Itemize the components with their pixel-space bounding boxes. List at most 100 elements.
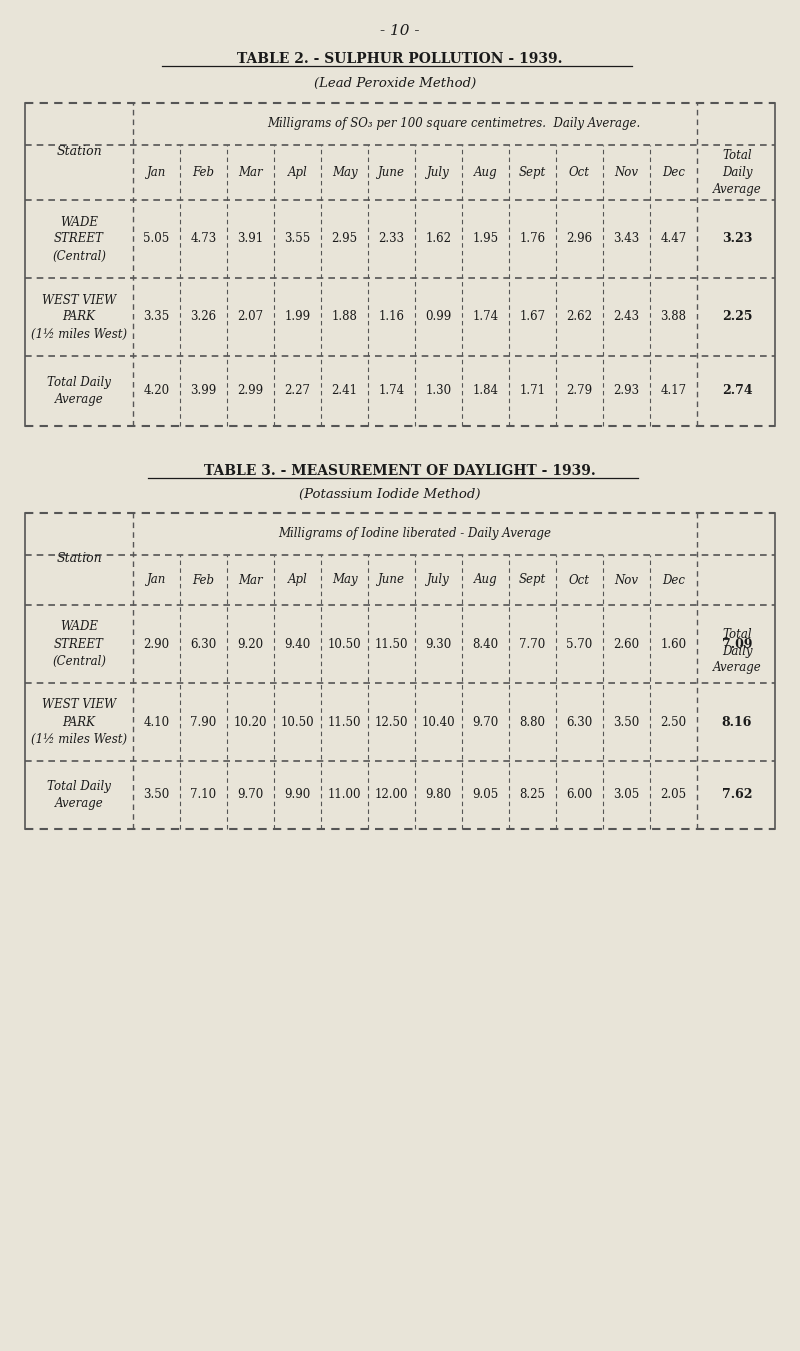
Text: Oct: Oct bbox=[569, 166, 590, 178]
Text: Dec: Dec bbox=[662, 574, 685, 586]
Text: 7.10: 7.10 bbox=[190, 789, 217, 801]
Text: Mar: Mar bbox=[238, 574, 263, 586]
Text: 9.05: 9.05 bbox=[472, 789, 498, 801]
Text: Jan: Jan bbox=[147, 574, 166, 586]
Text: 1.76: 1.76 bbox=[519, 232, 546, 246]
Text: 3.26: 3.26 bbox=[190, 311, 217, 323]
Text: July: July bbox=[427, 166, 450, 178]
Text: 9.90: 9.90 bbox=[284, 789, 310, 801]
Text: 4.17: 4.17 bbox=[661, 385, 686, 397]
Text: - 10 -: - 10 - bbox=[380, 24, 420, 38]
Text: 2.27: 2.27 bbox=[285, 385, 310, 397]
Text: 4.10: 4.10 bbox=[143, 716, 170, 728]
Text: 1.67: 1.67 bbox=[519, 311, 546, 323]
Text: 9.40: 9.40 bbox=[284, 638, 310, 650]
Text: 3.43: 3.43 bbox=[614, 232, 640, 246]
Text: 3.55: 3.55 bbox=[284, 232, 310, 246]
Text: Feb: Feb bbox=[193, 574, 214, 586]
Text: 2.62: 2.62 bbox=[566, 311, 593, 323]
Text: Jan: Jan bbox=[147, 166, 166, 178]
Text: 3.35: 3.35 bbox=[143, 311, 170, 323]
Text: 3.05: 3.05 bbox=[614, 789, 640, 801]
Text: Milligrams of Iodine liberated - Daily Average: Milligrams of Iodine liberated - Daily A… bbox=[278, 527, 551, 540]
Text: 8.40: 8.40 bbox=[473, 638, 498, 650]
Text: 1.60: 1.60 bbox=[661, 638, 686, 650]
Text: 1.16: 1.16 bbox=[378, 311, 405, 323]
Text: 9.80: 9.80 bbox=[426, 789, 451, 801]
Text: (Potassium Iodide Method): (Potassium Iodide Method) bbox=[299, 488, 481, 500]
Text: 2.96: 2.96 bbox=[566, 232, 593, 246]
Text: 1.74: 1.74 bbox=[378, 385, 405, 397]
Text: WEST VIEW
PARK
(1½ miles West): WEST VIEW PARK (1½ miles West) bbox=[31, 293, 127, 340]
Text: Apl: Apl bbox=[288, 574, 307, 586]
Text: Sept: Sept bbox=[519, 166, 546, 178]
Text: 11.00: 11.00 bbox=[328, 789, 362, 801]
Text: 2.74: 2.74 bbox=[722, 385, 752, 397]
Text: 4.73: 4.73 bbox=[190, 232, 217, 246]
Text: 2.60: 2.60 bbox=[614, 638, 639, 650]
Text: Sept: Sept bbox=[519, 574, 546, 586]
Text: July: July bbox=[427, 574, 450, 586]
Text: 7.70: 7.70 bbox=[519, 638, 546, 650]
Text: 2.79: 2.79 bbox=[566, 385, 593, 397]
Text: 9.30: 9.30 bbox=[426, 638, 452, 650]
Text: Total Daily
Average: Total Daily Average bbox=[47, 376, 111, 407]
Text: Feb: Feb bbox=[193, 166, 214, 178]
Text: 8.16: 8.16 bbox=[722, 716, 752, 728]
Text: 7.62: 7.62 bbox=[722, 789, 752, 801]
Text: 6.30: 6.30 bbox=[566, 716, 593, 728]
Text: 1.95: 1.95 bbox=[473, 232, 498, 246]
Text: 1.84: 1.84 bbox=[473, 385, 498, 397]
Text: 1.99: 1.99 bbox=[285, 311, 310, 323]
Text: TABLE 2. - SULPHUR POLLUTION - 1939.: TABLE 2. - SULPHUR POLLUTION - 1939. bbox=[238, 51, 562, 66]
Text: 2.07: 2.07 bbox=[238, 311, 263, 323]
Text: 10.20: 10.20 bbox=[234, 716, 267, 728]
Text: 3.88: 3.88 bbox=[661, 311, 686, 323]
Text: 9.70: 9.70 bbox=[238, 789, 264, 801]
Text: 3.50: 3.50 bbox=[614, 716, 640, 728]
Text: 2.50: 2.50 bbox=[661, 716, 686, 728]
Text: Dec: Dec bbox=[662, 166, 685, 178]
Text: Nov: Nov bbox=[614, 574, 638, 586]
Text: 7.09: 7.09 bbox=[722, 638, 752, 650]
Text: 12.50: 12.50 bbox=[374, 716, 408, 728]
Text: Station: Station bbox=[56, 553, 102, 566]
Text: 12.00: 12.00 bbox=[374, 789, 408, 801]
Text: 10.50: 10.50 bbox=[328, 638, 362, 650]
Text: May: May bbox=[332, 574, 358, 586]
Text: 2.99: 2.99 bbox=[238, 385, 263, 397]
Text: Milligrams of SO₃ per 100 square centimetres.  Daily Average.: Milligrams of SO₃ per 100 square centime… bbox=[267, 118, 641, 131]
Text: WADE
STREET
(Central): WADE STREET (Central) bbox=[52, 620, 106, 667]
Text: 1.30: 1.30 bbox=[426, 385, 451, 397]
Text: Apl: Apl bbox=[288, 166, 307, 178]
Text: TABLE 3. - MEASUREMENT OF DAYLIGHT - 1939.: TABLE 3. - MEASUREMENT OF DAYLIGHT - 193… bbox=[204, 463, 596, 478]
Text: 2.05: 2.05 bbox=[661, 789, 686, 801]
Text: 5.70: 5.70 bbox=[566, 638, 593, 650]
Text: June: June bbox=[378, 166, 405, 178]
Text: Total Daily
Average: Total Daily Average bbox=[47, 780, 111, 811]
Text: 4.47: 4.47 bbox=[660, 232, 686, 246]
Text: 4.20: 4.20 bbox=[143, 385, 170, 397]
Text: 11.50: 11.50 bbox=[374, 638, 408, 650]
Text: (Lead Peroxide Method): (Lead Peroxide Method) bbox=[314, 77, 476, 89]
Text: 9.20: 9.20 bbox=[238, 638, 263, 650]
Text: 3.91: 3.91 bbox=[238, 232, 263, 246]
Text: 2.41: 2.41 bbox=[331, 385, 358, 397]
Text: Total
Daily
Average: Total Daily Average bbox=[713, 627, 762, 674]
Text: 2.95: 2.95 bbox=[331, 232, 358, 246]
Text: 3.23: 3.23 bbox=[722, 232, 752, 246]
Text: 2.25: 2.25 bbox=[722, 311, 752, 323]
Text: 10.50: 10.50 bbox=[281, 716, 314, 728]
Text: 6.30: 6.30 bbox=[190, 638, 217, 650]
Text: May: May bbox=[332, 166, 358, 178]
Text: 1.74: 1.74 bbox=[473, 311, 498, 323]
Text: 3.50: 3.50 bbox=[143, 789, 170, 801]
Text: 2.90: 2.90 bbox=[143, 638, 170, 650]
Text: 11.50: 11.50 bbox=[328, 716, 362, 728]
Text: Mar: Mar bbox=[238, 166, 263, 178]
Text: 8.80: 8.80 bbox=[519, 716, 546, 728]
Text: Total
Daily
Average: Total Daily Average bbox=[713, 149, 762, 196]
Text: 1.88: 1.88 bbox=[331, 311, 358, 323]
Text: 2.33: 2.33 bbox=[378, 232, 405, 246]
Text: 5.05: 5.05 bbox=[143, 232, 170, 246]
